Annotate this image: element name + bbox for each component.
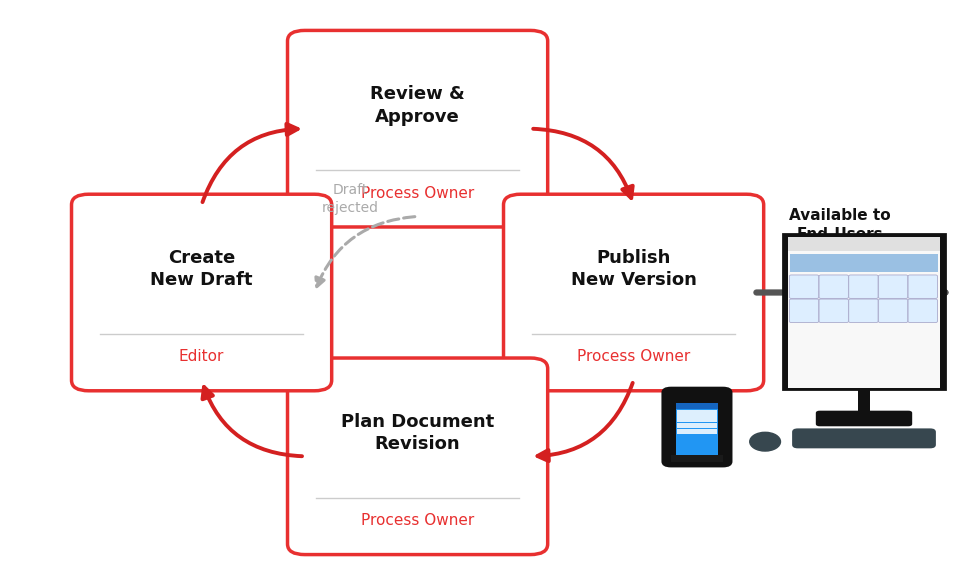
FancyBboxPatch shape xyxy=(288,358,547,555)
FancyBboxPatch shape xyxy=(789,299,819,322)
Bar xyxy=(790,253,938,271)
Text: Create
New Draft: Create New Draft xyxy=(151,249,252,290)
Bar xyxy=(671,455,723,462)
FancyBboxPatch shape xyxy=(71,194,331,391)
Bar xyxy=(788,237,940,250)
Bar xyxy=(678,417,716,422)
FancyBboxPatch shape xyxy=(783,234,945,389)
FancyBboxPatch shape xyxy=(819,275,849,298)
Text: Draft
rejected: Draft rejected xyxy=(322,183,379,215)
FancyBboxPatch shape xyxy=(908,299,937,322)
FancyBboxPatch shape xyxy=(849,275,878,298)
FancyBboxPatch shape xyxy=(676,403,718,455)
FancyBboxPatch shape xyxy=(661,387,732,467)
Bar xyxy=(676,403,718,409)
Bar xyxy=(788,237,940,388)
FancyBboxPatch shape xyxy=(503,194,763,391)
Text: Review &
Approve: Review & Approve xyxy=(371,85,465,126)
Bar xyxy=(678,429,716,435)
FancyBboxPatch shape xyxy=(816,411,912,426)
FancyBboxPatch shape xyxy=(789,275,819,298)
Text: Process Owner: Process Owner xyxy=(361,185,474,201)
FancyBboxPatch shape xyxy=(878,299,908,322)
Text: Plan Document
Revision: Plan Document Revision xyxy=(341,413,494,453)
Text: Process Owner: Process Owner xyxy=(361,513,474,528)
FancyBboxPatch shape xyxy=(288,30,547,227)
Bar xyxy=(678,410,716,416)
Text: Available to
End-Users: Available to End-Users xyxy=(789,208,891,242)
Text: Publish
New Version: Publish New Version xyxy=(570,249,697,290)
Text: Process Owner: Process Owner xyxy=(577,349,690,364)
Text: Editor: Editor xyxy=(179,349,225,364)
Circle shape xyxy=(750,432,780,451)
FancyBboxPatch shape xyxy=(792,428,936,448)
Bar xyxy=(678,422,716,428)
Polygon shape xyxy=(857,389,871,413)
FancyBboxPatch shape xyxy=(878,275,908,298)
FancyBboxPatch shape xyxy=(908,275,937,298)
FancyBboxPatch shape xyxy=(849,299,878,322)
FancyBboxPatch shape xyxy=(819,299,849,322)
